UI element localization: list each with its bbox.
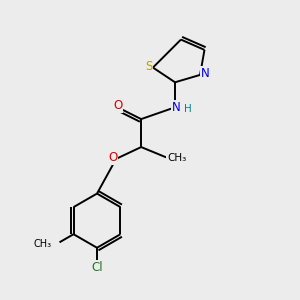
Text: CH₃: CH₃ [33,239,51,249]
Text: N: N [201,67,210,80]
Text: H: H [184,104,191,114]
Text: CH₃: CH₃ [167,153,186,163]
Text: N: N [172,101,181,114]
Text: S: S [145,60,152,73]
Text: O: O [108,151,117,164]
Text: O: O [113,99,122,112]
Text: Cl: Cl [91,261,103,274]
